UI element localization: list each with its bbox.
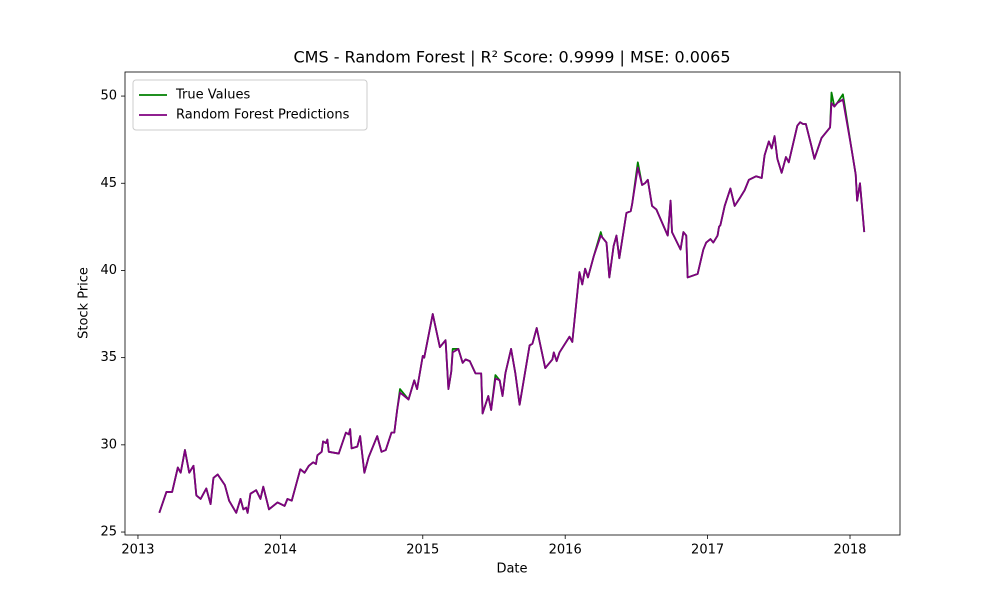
x-tick-label: 2014 <box>264 543 297 558</box>
y-tick-label: 35 <box>100 350 117 365</box>
y-tick-label: 40 <box>100 263 117 278</box>
y-tick-label: 25 <box>100 525 117 540</box>
x-axis-label: Date <box>496 562 527 577</box>
x-tick-label: 2018 <box>833 543 866 558</box>
x-tick-label: 2015 <box>406 543 439 558</box>
plot-frame <box>124 71 901 536</box>
y-tick-label: 50 <box>100 89 117 104</box>
y-axis-label: Stock Price <box>77 267 92 339</box>
legend-label: Random Forest Predictions <box>176 108 350 123</box>
x-tick-label: 2017 <box>691 543 724 558</box>
x-tick-label: 2016 <box>549 543 582 558</box>
y-tick-label: 45 <box>100 176 117 191</box>
x-tick-label: 2013 <box>121 543 154 558</box>
data-line <box>158 98 866 514</box>
y-tick-label: 30 <box>100 437 117 452</box>
legend-box <box>132 79 368 131</box>
legend: True Values Random Forest Predictions <box>132 79 368 131</box>
chart-title: CMS - Random Forest | R² Score: 0.9999 |… <box>293 48 730 67</box>
legend-label: True Values <box>175 88 250 103</box>
